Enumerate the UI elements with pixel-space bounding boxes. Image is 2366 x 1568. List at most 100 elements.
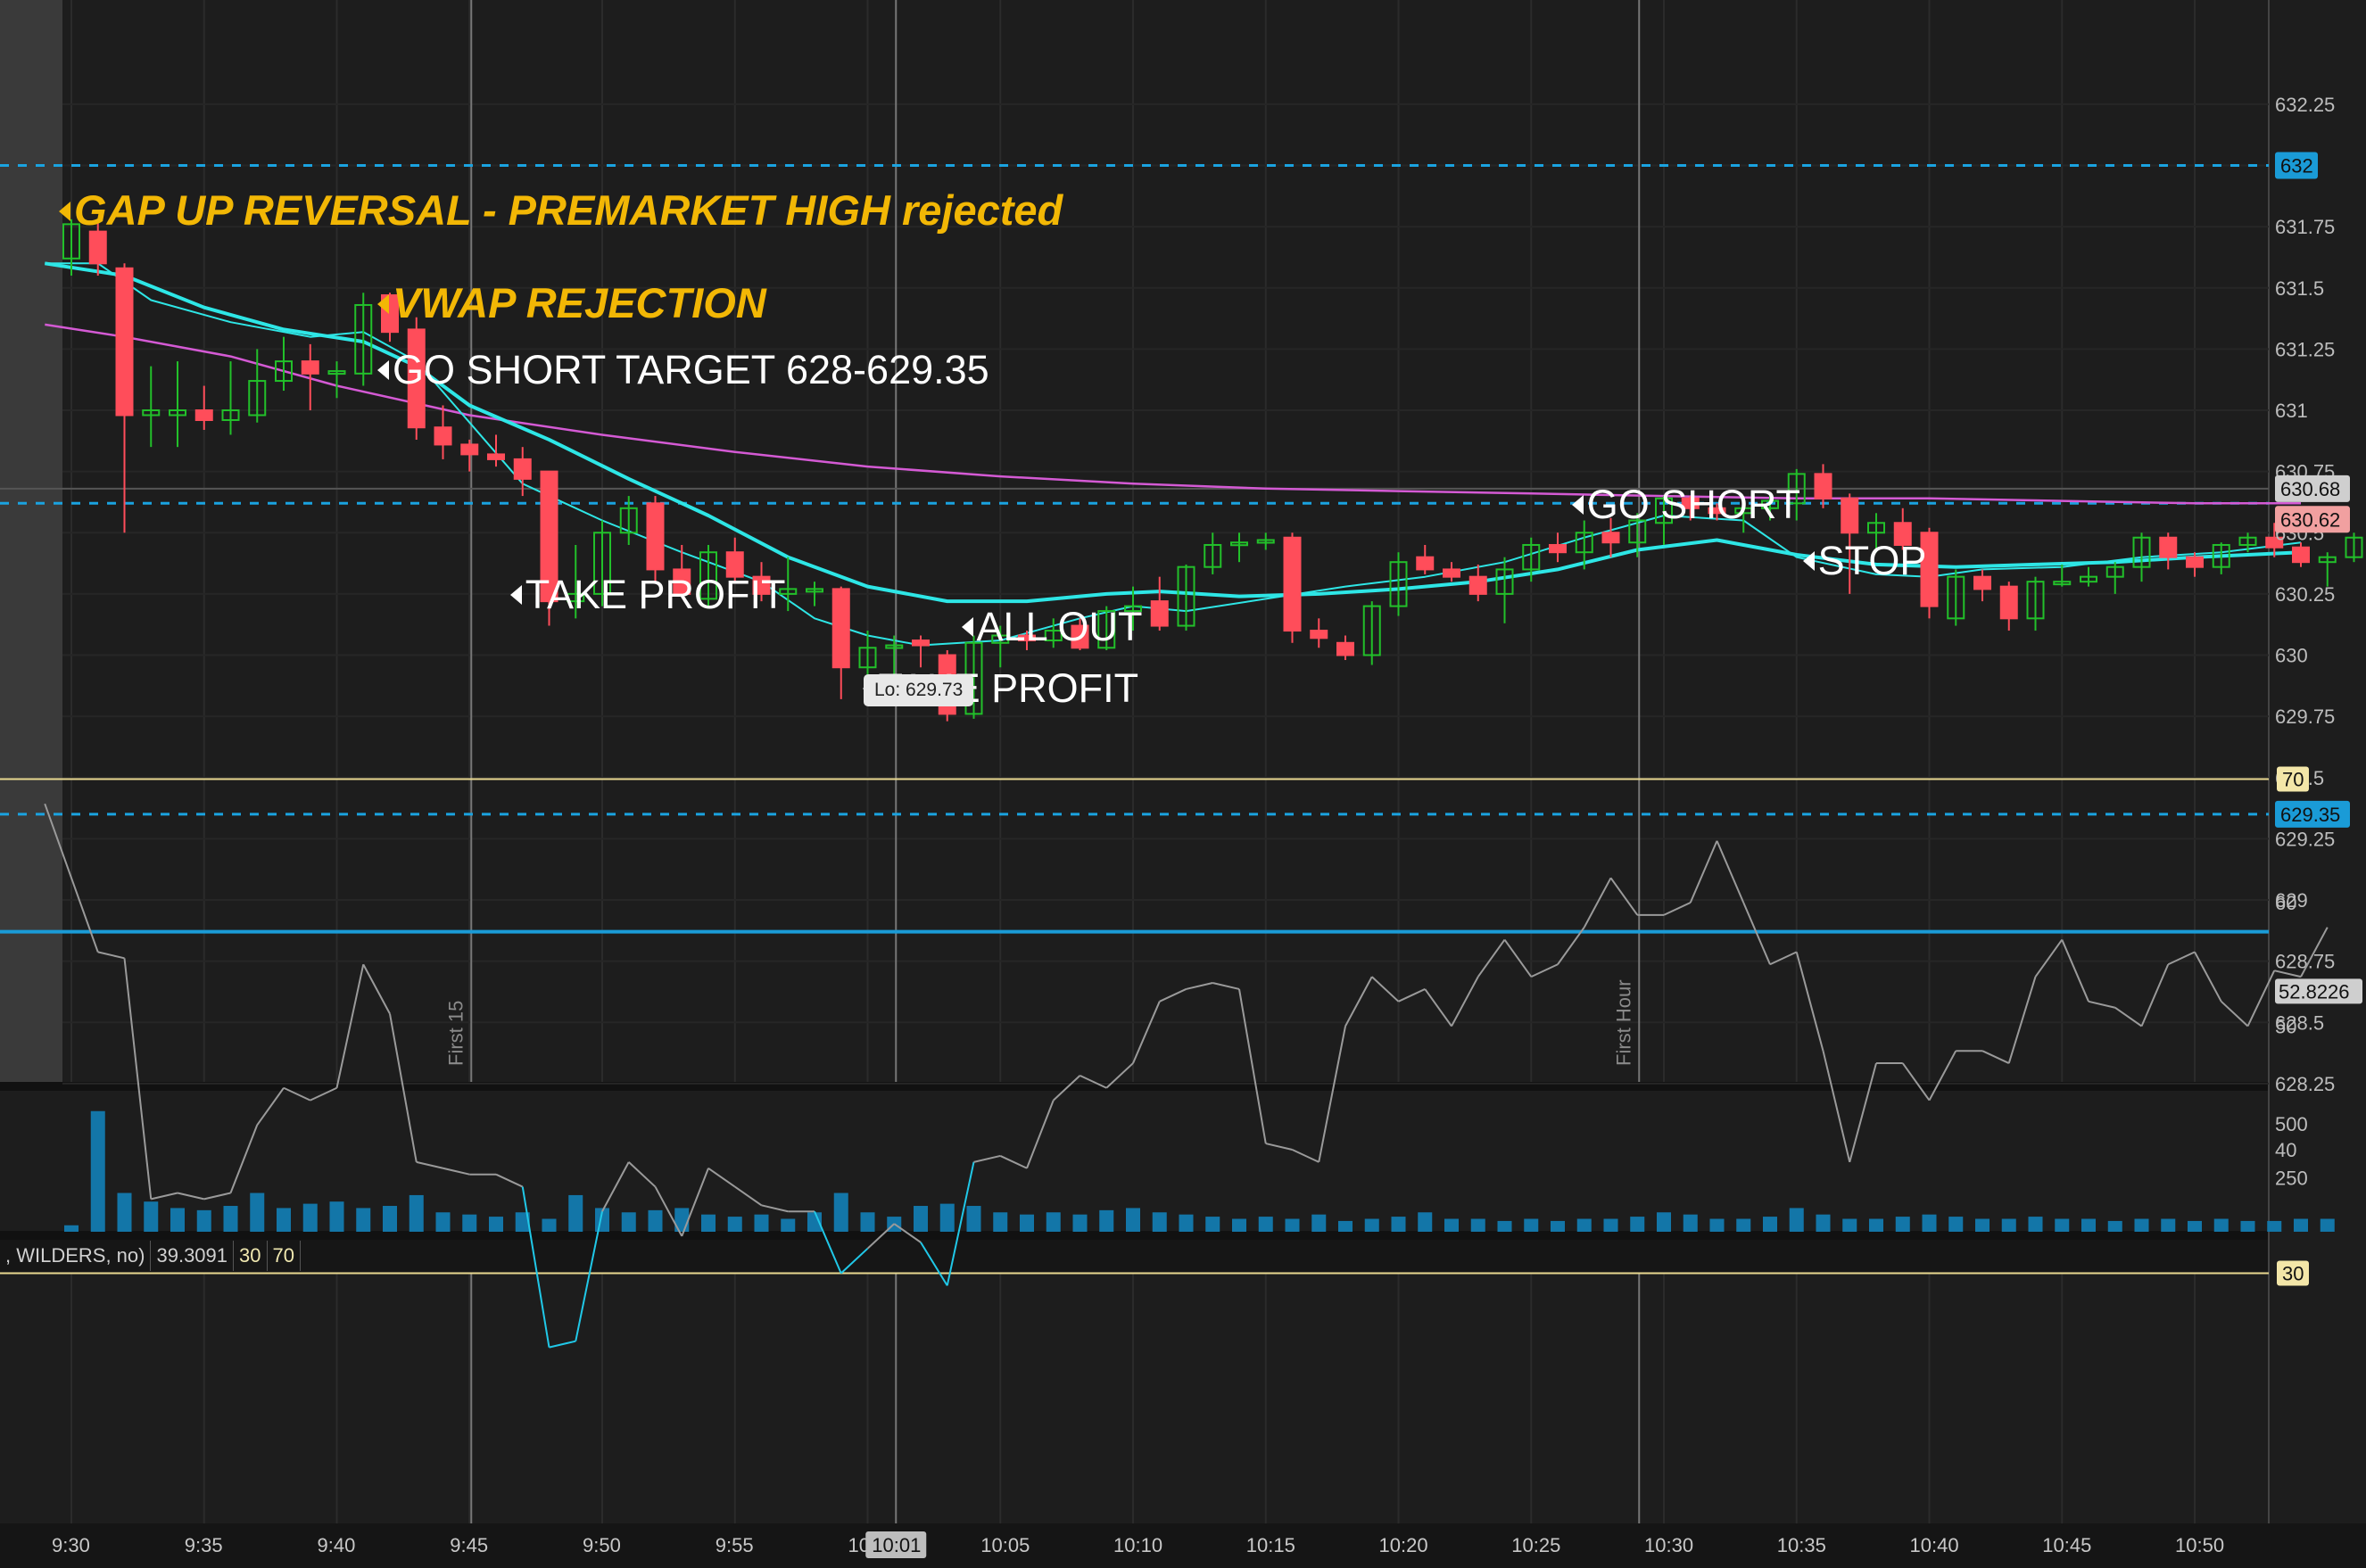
candle-body [142, 409, 161, 417]
rsi-header: , WILDERS, no) 39.3091 30 70 [0, 1240, 301, 1272]
volume-bar [914, 1206, 928, 1232]
volume-bar [90, 1110, 105, 1232]
price-tick-label: 631 [2275, 400, 2308, 422]
rsi-line-segment [2061, 939, 2089, 1003]
volume-bar [489, 1217, 503, 1232]
volume-bar [1789, 1208, 1804, 1232]
rsi-line-segment [2007, 976, 2037, 1064]
volume-bar [648, 1209, 663, 1232]
price-tag-label: 629.35 [2280, 804, 2340, 826]
rsi-line-segment [946, 1161, 975, 1286]
candle-body [806, 588, 823, 593]
price-tag-box [2275, 152, 2318, 179]
time-axis-bar [0, 1523, 2366, 1568]
rsi-line-segment [283, 1086, 311, 1102]
candle-body [327, 370, 346, 375]
rsi-level-tag-box [2277, 1260, 2309, 1286]
candle-body [1495, 568, 1514, 595]
candle-body [301, 360, 319, 375]
volume-bar [2081, 1218, 2096, 1232]
candle-body [513, 458, 532, 480]
rsi-line-segment [1583, 877, 1612, 928]
time-tick-label: 10:15 [1246, 1534, 1295, 1556]
candle-body [1522, 543, 1541, 571]
annotation-pointer-icon [59, 201, 71, 221]
time-tick-label: 9:50 [583, 1534, 621, 1556]
candle-body [540, 470, 558, 603]
volume-bar [1258, 1217, 1273, 1232]
candle-body [1681, 497, 1700, 509]
volume-bar [993, 1212, 1008, 1232]
rsi-line-segment [1238, 988, 1267, 1144]
candle-body [1655, 497, 1673, 524]
candle-body [1177, 565, 1195, 627]
rsi-last-tag-box [2275, 978, 2362, 1004]
volume-bar [302, 1203, 318, 1232]
rsi-study-label: , WILDERS, no) [0, 1241, 152, 1271]
volume-bar [833, 1193, 848, 1232]
annotation-pointer-icon [1802, 550, 1815, 571]
chart-annotation: ALL OUT [961, 604, 1142, 650]
volume-bar [568, 1194, 583, 1232]
time-tick-label: 10:20 [1379, 1534, 1428, 1556]
volume-bar [1020, 1214, 1034, 1232]
rsi-line-segment [1663, 902, 1692, 916]
volume-bar [1869, 1218, 1883, 1232]
rsi-line-segment [734, 1185, 763, 1207]
rsi-line-segment [1398, 988, 1426, 1003]
rsi-line-segment [549, 1340, 576, 1349]
candle-body [1628, 519, 1647, 544]
volume-bar [1418, 1212, 1433, 1232]
candle-body [779, 588, 798, 595]
annotation-pointer-icon [961, 617, 973, 638]
volume-bar [64, 1225, 79, 1232]
candle-body [1416, 556, 1435, 571]
candle-body [1734, 507, 1753, 515]
volume-bar [860, 1212, 875, 1232]
candle-body [115, 267, 134, 417]
volume-bar [1391, 1217, 1406, 1232]
time-tick-label: 9:35 [185, 1534, 223, 1556]
price-tick-label: 628.5 [2275, 1011, 2324, 1034]
rsi-line-segment [1530, 963, 1559, 978]
rsi-line-segment [707, 1167, 736, 1188]
low-tag: Lo: 629.73 [864, 674, 974, 706]
price-tag-box [2275, 506, 2350, 533]
rsi-line-segment [1318, 1026, 1346, 1163]
candle-body [275, 360, 293, 383]
rsi-line-segment [97, 951, 125, 960]
volume-bar [1763, 1217, 1777, 1232]
rsi-line-segment [1053, 1075, 1081, 1102]
candle-body [1761, 499, 1779, 509]
candle-body [1973, 575, 1991, 590]
candle-body [567, 592, 585, 603]
rsi-line-segment [495, 1173, 524, 1188]
rsi-line-segment [1769, 951, 1798, 966]
candle-body [1708, 507, 1726, 515]
rsi-line-segment [389, 1013, 418, 1163]
price-tick-label: 632.25 [2275, 94, 2335, 116]
rsi-line-segment [814, 1210, 842, 1274]
candle-body [831, 588, 850, 669]
candle-body [1549, 543, 1567, 554]
volume-bar [1709, 1218, 1725, 1232]
rsi-level-tag: 70 [2282, 769, 2304, 791]
candle-body [1362, 605, 1381, 656]
volume-bar [1046, 1212, 1061, 1232]
annotation-text: GO SHORT [1586, 481, 1800, 527]
candle-body [673, 568, 691, 595]
volume-bar [1126, 1208, 1140, 1232]
price-tag-label: 630.62 [2280, 508, 2340, 531]
candle-body [1787, 473, 1806, 505]
candle-body [1097, 610, 1116, 649]
candle-body [487, 453, 505, 460]
volume-bar [1497, 1220, 1512, 1232]
rsi-line-segment [1822, 1050, 1851, 1163]
rsi-line-segment [1159, 988, 1187, 1003]
candle-body [1336, 641, 1354, 656]
candle-body [1230, 541, 1248, 547]
rsi-line-segment [2034, 938, 2064, 978]
rsi-line-segment [973, 1154, 1001, 1163]
rsi-tick-label: 60 [2275, 892, 2296, 914]
